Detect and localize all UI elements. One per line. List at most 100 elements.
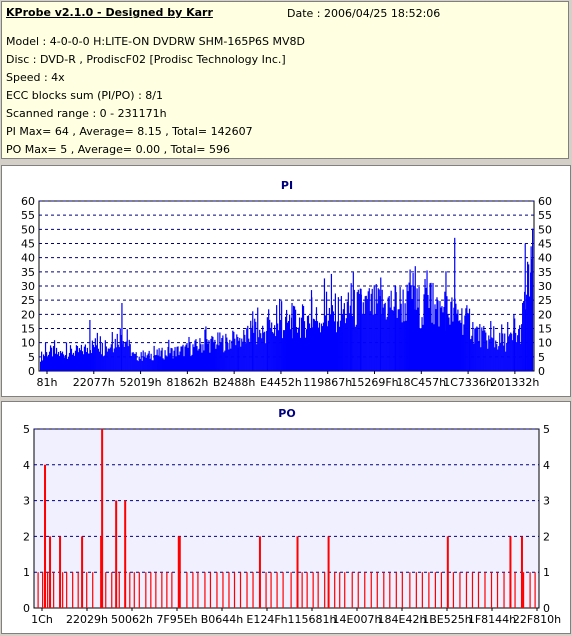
- pi-bar: [522, 302, 524, 371]
- pi-bar: [50, 347, 53, 371]
- pi-bar: [505, 351, 507, 371]
- pi-bar: [368, 288, 370, 371]
- pi-bar: [311, 327, 314, 371]
- pi-bar: [144, 352, 146, 371]
- pi-bar: [500, 342, 502, 371]
- po-bar: [258, 536, 261, 608]
- pi-bar: [152, 360, 154, 371]
- pi-bar: [519, 325, 521, 371]
- x-tick-label: 22029h: [66, 613, 108, 626]
- pi-bar: [177, 346, 179, 371]
- pi-spike: [251, 325, 254, 371]
- pi-spike: [168, 339, 170, 371]
- pi-bar: [165, 355, 167, 371]
- pi-bar: [432, 282, 434, 371]
- pi-bar: [223, 352, 225, 371]
- pi-bar: [130, 356, 132, 371]
- pi-bar: [357, 289, 359, 371]
- pi-bar: [461, 308, 463, 371]
- pi-bar: [153, 345, 155, 371]
- pi-bar: [316, 321, 319, 371]
- pi-bar: [287, 321, 290, 371]
- pi-bar: [150, 353, 152, 371]
- pi-bar: [287, 322, 289, 371]
- pi-bar: [435, 309, 437, 371]
- pi-bar: [514, 318, 516, 371]
- pi-bar: [262, 325, 264, 371]
- pi-bar: [62, 354, 65, 371]
- po-bar: [197, 572, 199, 608]
- pi-bar: [230, 348, 232, 371]
- pi-bar: [338, 326, 340, 371]
- pi-bar: [398, 309, 400, 371]
- pi-bar: [180, 346, 182, 371]
- pi-bar: [465, 308, 467, 371]
- pi-bar: [305, 329, 308, 371]
- pi-bar: [105, 346, 107, 371]
- po-bar: [496, 572, 499, 608]
- x-tick-label: 52019h: [120, 376, 162, 389]
- pi-bar: [186, 343, 188, 371]
- pi-bar: [111, 332, 113, 371]
- pi-bar: [145, 357, 147, 371]
- pi-bar: [113, 348, 115, 371]
- pi-bar: [151, 360, 153, 371]
- pi-bar: [473, 343, 475, 371]
- pi-bar: [175, 356, 177, 371]
- pi-bar: [178, 355, 180, 371]
- po-bar: [124, 500, 127, 608]
- pi-bar: [256, 344, 258, 371]
- pi-bar: [474, 328, 476, 371]
- pi-bar: [411, 299, 413, 371]
- pi-bar: [192, 344, 194, 371]
- y-tick-label-right: 20: [538, 308, 552, 321]
- po-bar: [81, 536, 84, 608]
- pi-bar: [59, 350, 62, 371]
- pi-bar: [456, 313, 458, 371]
- pi-spike: [468, 308, 471, 371]
- po-bar: [509, 536, 512, 608]
- pi-bar: [344, 323, 346, 371]
- pi-bar: [276, 305, 278, 371]
- pi-bar: [492, 338, 494, 371]
- pi-bar: [233, 331, 235, 371]
- pi-bar: [498, 346, 500, 371]
- pi-bar: [171, 348, 173, 371]
- pi-bar: [497, 349, 499, 371]
- pi-bar: [314, 320, 317, 371]
- pi-bar: [373, 285, 375, 371]
- pi-bar: [218, 345, 220, 371]
- po-bar: [351, 572, 353, 608]
- pi-bar: [483, 325, 485, 371]
- pi-bar: [179, 351, 181, 371]
- pi-bar: [422, 324, 424, 371]
- pi-bar: [270, 327, 272, 371]
- pi-bar: [496, 344, 498, 371]
- x-tick-label: 119867h: [303, 376, 352, 389]
- pi-bar: [286, 309, 288, 371]
- pi-bar: [362, 302, 364, 371]
- pi-bar: [156, 349, 158, 371]
- pi-bar: [242, 341, 244, 371]
- pi-bar: [343, 303, 345, 371]
- po-bar: [171, 572, 173, 608]
- x-tick-label: 81h: [37, 376, 58, 389]
- pi-bar: [70, 348, 73, 371]
- pi-bar: [370, 293, 372, 371]
- pi-bar: [511, 333, 513, 371]
- po-bar: [44, 464, 47, 608]
- pi-bar: [363, 314, 365, 371]
- pi-bar: [274, 325, 276, 371]
- pi-bar: [282, 338, 284, 371]
- pi-bar: [470, 339, 472, 371]
- y-tick-label-left: 30: [21, 280, 35, 293]
- po-bar: [77, 572, 79, 608]
- pi-bar: [269, 319, 271, 371]
- pi-bar: [312, 318, 315, 371]
- info-ecc-sum: ECC blocks sum (PI/PO) : 8/1: [6, 89, 163, 102]
- pi-bar: [319, 332, 322, 371]
- pi-bar: [323, 278, 326, 371]
- y-tick-label-right: 5: [538, 351, 545, 364]
- pi-bar: [421, 317, 423, 371]
